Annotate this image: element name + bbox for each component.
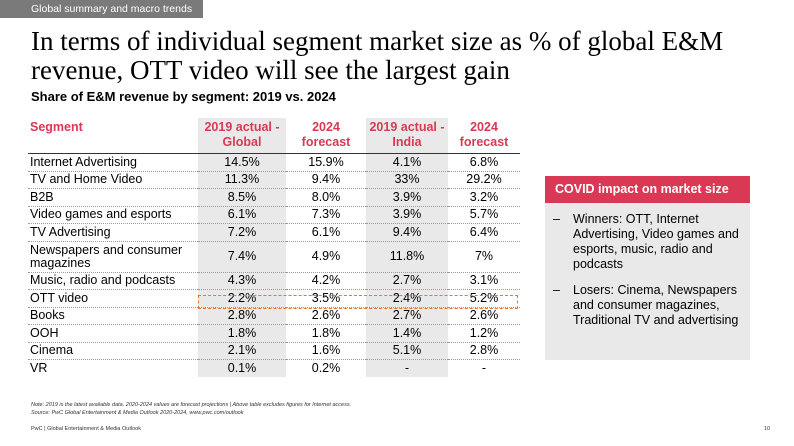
segment-name: OOH	[28, 324, 198, 343]
segment-name: TV Advertising	[28, 223, 198, 242]
value-2024-global: 1.6%	[286, 342, 366, 360]
value-2019-global: 4.3%	[198, 272, 286, 290]
value-2019-global: 6.1%	[198, 206, 286, 224]
value-2024-india: 3.1%	[448, 272, 520, 290]
value-2024-india: 6.8%	[448, 153, 520, 172]
value-2024-global: 6.1%	[286, 223, 366, 242]
source-line: Source: PwC Global Entertainment & Media…	[31, 410, 244, 416]
value-2019-india: 5.1%	[366, 342, 448, 360]
column-header-2019-india: 2019 actual - India	[366, 118, 448, 154]
value-2024-india: 2.6%	[448, 307, 520, 325]
value-2024-global: 7.3%	[286, 206, 366, 224]
source-note: Note: 2019 is the latest available data.…	[31, 401, 351, 417]
value-2024-global: 3.5%	[286, 289, 366, 308]
column-header-2024-india: 2024 forecast	[448, 118, 520, 154]
table-row-ott-video: OTT video 2.2% 3.5% 2.4% 5.2%	[28, 289, 520, 308]
covid-losers-text: Losers: Cinema, Newspapers and consumer …	[573, 283, 739, 327]
segment-name: Newspapers and consumer magazines	[28, 241, 198, 273]
value-2019-india: 3.9%	[366, 188, 448, 207]
value-2019-global: 1.8%	[198, 324, 286, 343]
value-2019-india: -	[366, 359, 448, 377]
table-row: TV and Home Video 11.3% 9.4% 33% 29.2%	[28, 171, 520, 189]
value-2024-india: -	[481, 361, 487, 375]
segment-share-table: Segment 2019 actual - Global 2024 foreca…	[28, 118, 520, 377]
value-2024-india: 29.2%	[448, 171, 520, 189]
bullet-dash: –	[553, 283, 560, 297]
segment-name: OTT video	[28, 289, 198, 308]
value-2024-global: 15.9%	[286, 153, 366, 172]
covid-losers-item: – Losers: Cinema, Newspapers and consume…	[553, 283, 744, 328]
value-2024-global: 4.2%	[286, 272, 366, 290]
covid-winners-text: Winners: OTT, Internet Advertising, Vide…	[573, 212, 739, 271]
value-2019-global: 7.2%	[198, 223, 286, 242]
segment-name: Books	[28, 307, 198, 325]
value-2024-global: 4.9%	[286, 241, 366, 273]
value-2024-global: 1.8%	[286, 324, 366, 343]
value-2019-india: 4.1%	[366, 153, 448, 172]
segment-name: Cinema	[28, 342, 198, 360]
table-row: Internet Advertising 14.5% 15.9% 4.1% 6.…	[28, 153, 520, 172]
value-2019-global: 0.1%	[198, 359, 286, 377]
value-2024-india: 3.2%	[448, 188, 520, 207]
segment-name: B2B	[28, 188, 198, 207]
value-2019-india: 2.7%	[366, 307, 448, 325]
value-2024-global: 2.6%	[286, 307, 366, 325]
value-2019-global: 14.5%	[198, 153, 286, 172]
page-title: In terms of individual segment market si…	[31, 26, 724, 85]
value-2019-india: 2.4%	[366, 289, 448, 308]
table-row: Video games and esports 6.1% 7.3% 3.9% 5…	[28, 206, 520, 224]
value-2024-global: 8.0%	[286, 188, 366, 207]
segment-name: Video games and esports	[28, 206, 198, 224]
table-header-row: Segment 2019 actual - Global 2024 foreca…	[28, 118, 520, 154]
note-line: Note: 2019 is the latest available data.…	[31, 402, 352, 408]
table-row: OOH 1.8% 1.8% 1.4% 1.2%	[28, 324, 520, 343]
covid-winners-item: – Winners: OTT, Internet Advertising, Vi…	[553, 212, 744, 272]
table-row: Music, radio and podcasts 4.3% 4.2% 2.7%…	[28, 272, 520, 290]
footer-source: PwC | Global Entertainment & Media Outlo…	[31, 426, 141, 432]
covid-impact-panel: COVID impact on market size – Winners: O…	[545, 176, 750, 360]
covid-panel-title: COVID impact on market size	[545, 176, 750, 203]
value-2019-global: 7.4%	[198, 241, 286, 273]
value-2019-india: 11.8%	[366, 241, 448, 273]
section-tag: Global summary and macro trends	[0, 0, 203, 18]
value-2019-global: 2.1%	[198, 342, 286, 360]
value-2024-india: 6.4%	[448, 223, 520, 242]
value-2019-global: 2.8%	[198, 307, 286, 325]
value-2019-india: 9.4%	[366, 223, 448, 242]
column-header-segment: Segment	[28, 118, 198, 154]
value-2019-india: 1.4%	[366, 324, 448, 343]
table-row: TV Advertising 7.2% 6.1% 9.4% 6.4%	[28, 223, 520, 242]
page-number: 10	[764, 426, 771, 432]
column-header-2024-global: 2024 forecast	[286, 118, 366, 154]
value-2019-india: 2.7%	[366, 272, 448, 290]
value-2024-india: 1.2%	[448, 324, 520, 343]
value-2019-india: 33%	[366, 171, 448, 189]
value-2024-india: 2.8%	[448, 342, 520, 360]
value-2024-global: 9.4%	[286, 171, 366, 189]
value-2019-global: 8.5%	[198, 188, 286, 207]
bullet-dash: –	[553, 212, 560, 226]
value-2024-india: 5.7%	[448, 206, 520, 224]
segment-name: Music, radio and podcasts	[28, 272, 198, 290]
segment-name: TV and Home Video	[28, 171, 198, 189]
value-2019-india: 3.9%	[366, 206, 448, 224]
table-row: VR 0.1% 0.2% - -	[28, 359, 520, 377]
column-header-2019-global: 2019 actual - Global	[198, 118, 286, 154]
table-row: Newspapers and consumer magazines 7.4% 4…	[28, 241, 520, 273]
table-row: B2B 8.5% 8.0% 3.9% 3.2%	[28, 188, 520, 207]
value-2019-global: 2.2%	[198, 289, 286, 308]
table-row: Cinema 2.1% 1.6% 5.1% 2.8%	[28, 342, 520, 360]
segment-name: VR	[30, 361, 48, 375]
value-2024-india: 7%	[448, 241, 520, 273]
table-row: Books 2.8% 2.6% 2.7% 2.6%	[28, 307, 520, 325]
value-2024-india: 5.2%	[448, 289, 520, 308]
segment-name: Internet Advertising	[28, 153, 198, 172]
table-subtitle: Share of E&M revenue by segment: 2019 vs…	[31, 89, 336, 104]
value-2024-global: 0.2%	[311, 361, 341, 375]
covid-panel-body: – Winners: OTT, Internet Advertising, Vi…	[545, 203, 750, 360]
value-2019-global: 11.3%	[198, 171, 286, 189]
